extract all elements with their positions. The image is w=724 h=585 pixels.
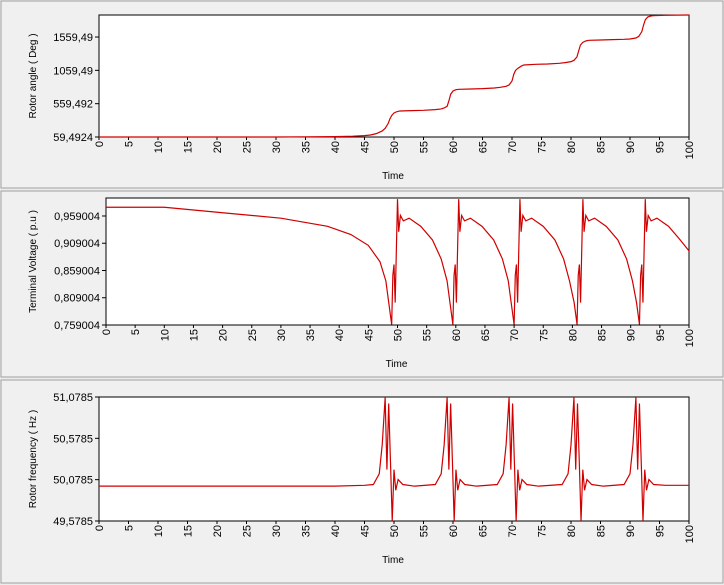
x-tick-label: 90 [625, 141, 637, 153]
x-tick-label: 10 [153, 525, 165, 537]
y-tick-label: 50,5785 [53, 433, 93, 445]
x-tick-label: 50 [389, 141, 401, 153]
x-tick-label: 10 [159, 329, 171, 341]
x-tick-label: 80 [567, 329, 579, 341]
x-tick-label: 85 [596, 141, 608, 153]
plot-area [98, 14, 690, 138]
x-tick-label: 15 [183, 141, 195, 153]
x-tick-label: 15 [183, 525, 195, 537]
y-axis-label: Rotor angle ( Deg ) [28, 33, 39, 118]
x-tick-label: 30 [271, 141, 283, 153]
x-tick-label: 55 [419, 141, 431, 153]
plot-area [98, 396, 690, 522]
y-tick-label: 50,0785 [53, 475, 93, 487]
x-tick-label: 45 [360, 525, 372, 537]
data-line [106, 199, 690, 325]
x-tick-label: 95 [655, 525, 667, 537]
y-tick-label: 1559,49 [53, 32, 93, 44]
x-tick-label: 65 [478, 525, 490, 537]
x-axis-label: Time [382, 171, 404, 182]
x-tick-label: 0 [101, 329, 113, 335]
x-tick-label: 95 [655, 141, 667, 153]
x-tick-label: 90 [625, 525, 637, 537]
x-tick-label: 35 [305, 329, 317, 341]
x-tick-label: 100 [684, 525, 696, 543]
x-tick-label: 5 [124, 141, 136, 147]
x-tick-label: 5 [124, 525, 136, 531]
x-tick-label: 20 [218, 329, 230, 341]
x-tick-label: 0 [94, 141, 106, 147]
y-tick-label: 559,492 [53, 99, 93, 111]
y-tick-label: 0,959004 [54, 211, 100, 223]
x-tick-label: 25 [242, 525, 254, 537]
x-tick-label: 25 [242, 141, 254, 153]
x-tick-label: 35 [301, 525, 313, 537]
x-tick-label: 85 [596, 525, 608, 537]
x-axis-label: Time [382, 555, 404, 566]
x-tick-label: 50 [393, 329, 405, 341]
x-tick-label: 45 [363, 329, 375, 341]
x-tick-label: 90 [626, 329, 638, 341]
y-tick-label: 0,909004 [54, 238, 100, 250]
x-tick-label: 10 [153, 141, 165, 153]
y-tick-label: 0,809004 [54, 293, 100, 305]
x-tick-label: 20 [212, 141, 224, 153]
x-tick-label: 5 [130, 329, 142, 335]
x-tick-label: 0 [94, 525, 106, 531]
y-tick-label: 49,5785 [53, 516, 93, 528]
x-tick-label: 60 [448, 141, 460, 153]
y-axis-label: Terminal Voltage ( p.u ) [28, 210, 39, 313]
x-tick-label: 15 [188, 329, 200, 341]
x-tick-label: 30 [276, 329, 288, 341]
x-tick-label: 60 [448, 525, 460, 537]
x-tick-label: 80 [566, 525, 578, 537]
y-tick-label: 59,4924 [53, 132, 93, 144]
x-tick-label: 75 [538, 329, 550, 341]
x-tick-label: 70 [507, 525, 519, 537]
y-tick-label: 0,759004 [54, 320, 100, 332]
x-tick-label: 40 [330, 525, 342, 537]
y-axis-label: Rotor frequency ( Hz ) [28, 410, 39, 508]
x-tick-label: 40 [334, 329, 346, 341]
data-line [99, 14, 690, 138]
x-tick-label: 35 [301, 141, 313, 153]
x-tick-label: 55 [422, 329, 434, 341]
data-line [99, 397, 689, 521]
x-tick-label: 25 [247, 329, 259, 341]
y-tick-label: 0,859004 [54, 265, 100, 277]
y-tick-label: 1059,49 [53, 65, 93, 77]
x-tick-label: 55 [419, 525, 431, 537]
x-tick-label: 20 [212, 525, 224, 537]
x-tick-label: 75 [537, 141, 549, 153]
x-tick-label: 50 [389, 525, 401, 537]
x-tick-label: 100 [684, 141, 696, 159]
y-tick-label: 51,0785 [53, 392, 93, 404]
x-tick-label: 100 [684, 329, 696, 347]
x-tick-label: 45 [360, 141, 372, 153]
x-axis-label: Time [386, 359, 408, 370]
x-tick-label: 65 [480, 329, 492, 341]
x-tick-label: 95 [655, 329, 667, 341]
x-tick-label: 65 [478, 141, 490, 153]
x-tick-label: 60 [451, 329, 463, 341]
x-tick-label: 70 [509, 329, 521, 341]
x-tick-label: 30 [271, 525, 283, 537]
x-tick-label: 75 [537, 525, 549, 537]
x-tick-label: 40 [330, 141, 342, 153]
x-tick-label: 70 [507, 141, 519, 153]
x-tick-label: 85 [597, 329, 609, 341]
x-tick-label: 80 [566, 141, 578, 153]
